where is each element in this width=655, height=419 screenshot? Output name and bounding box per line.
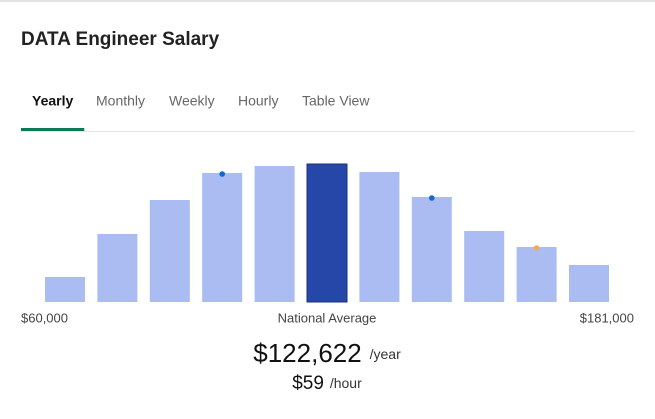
yearly-value: $122,622	[253, 338, 361, 368]
range-min: $60,000	[21, 310, 68, 325]
bar-marker	[533, 245, 540, 251]
bar	[516, 247, 557, 302]
tab[interactable]: Table View	[302, 93, 370, 109]
hourly-average: $59 /hour	[292, 373, 362, 394]
title: DATA Engineer Salary	[21, 29, 220, 50]
bar	[464, 231, 505, 302]
bar	[97, 234, 138, 302]
bar-marker	[429, 195, 435, 201]
bar	[254, 166, 295, 302]
range-label: National Average	[278, 310, 377, 325]
bar	[306, 163, 348, 303]
tab[interactable]: Hourly	[238, 93, 278, 109]
yearly-unit: /year	[370, 346, 401, 362]
bar	[45, 277, 85, 302]
tabs: Yearly Monthly Weekly Hourly Table View	[21, 93, 370, 131]
hourly-unit: /hour	[330, 375, 362, 391]
range-max: $181,000	[580, 310, 634, 325]
bar	[359, 172, 400, 302]
bar	[569, 265, 609, 302]
yearly-average: $122,622 /year	[253, 338, 401, 368]
tab[interactable]: Yearly	[32, 93, 73, 109]
tab[interactable]: Weekly	[169, 93, 215, 109]
tab-underline	[21, 128, 85, 131]
bars	[45, 163, 609, 303]
bar	[149, 200, 190, 302]
bar	[411, 197, 452, 302]
hourly-value: $59	[292, 373, 324, 394]
bar	[202, 173, 243, 302]
bar-marker	[219, 171, 225, 177]
tab[interactable]: Monthly	[96, 93, 145, 109]
